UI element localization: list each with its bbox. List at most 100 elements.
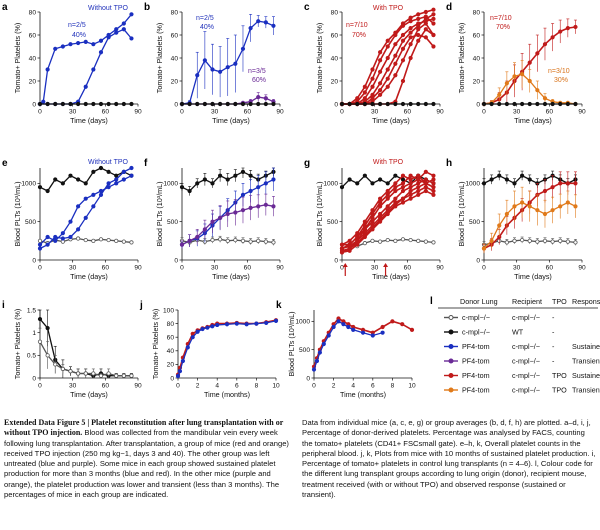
data-point	[314, 358, 320, 364]
data-point	[400, 322, 405, 327]
data-point	[202, 58, 207, 63]
panel-e: e 0 30 60 90 0 500 1000 Time (days) Blood PLTs (1…	[2, 158, 142, 281]
y-axis-label: Tomato+ Platelets (%)	[13, 23, 22, 94]
data-point	[121, 101, 126, 107]
data-point	[542, 101, 548, 107]
data-point	[400, 196, 406, 201]
data-point	[339, 242, 345, 247]
tpo-arrowhead	[342, 263, 348, 267]
legend-cell: -	[552, 313, 555, 322]
data-point	[106, 35, 111, 40]
data-point	[76, 371, 81, 376]
data-point	[423, 27, 428, 32]
data-point	[573, 101, 578, 107]
data-point	[380, 324, 385, 330]
data-point	[355, 234, 360, 240]
y-tick-label: 60	[473, 32, 481, 39]
y-tick-label: 0	[32, 375, 36, 382]
data-point	[385, 204, 390, 209]
annotation-d-n1: n=7/10	[490, 15, 512, 22]
y-tick-label: 1000	[21, 181, 36, 188]
data-point	[431, 101, 436, 107]
x-tick-label: 30	[211, 109, 219, 116]
data-point	[37, 316, 43, 322]
y-tick-label: 0	[174, 257, 178, 264]
data-point	[393, 202, 398, 207]
data-point	[370, 215, 375, 220]
data-point	[362, 96, 367, 101]
y-axis-label: Tomato+ Platelets (%)	[315, 23, 324, 94]
x-tick-label: 30	[371, 109, 379, 116]
data-point	[489, 238, 494, 243]
data-point	[527, 60, 532, 65]
data-point	[195, 73, 200, 78]
data-point	[416, 181, 421, 186]
data-point	[339, 248, 345, 253]
data-point	[45, 242, 50, 247]
y-axis-label: Blood PLTs (10³/mL)	[13, 182, 22, 247]
data-point	[263, 20, 268, 25]
panel-k: k 0 2 4 6 8 10 0 500 1000 Time (months) Blood PLTs …	[276, 300, 416, 399]
data-point	[83, 196, 88, 201]
y-tick-label: 0	[306, 375, 310, 382]
data-point	[512, 204, 517, 209]
data-point	[400, 101, 406, 107]
y-tick-label: 20	[171, 78, 179, 85]
data-point	[129, 36, 134, 41]
y-tick-label: 60	[29, 32, 37, 39]
data-point	[550, 185, 555, 190]
data-point	[45, 101, 50, 107]
data-point	[378, 239, 383, 244]
data-point	[225, 238, 230, 243]
y-tick-label: 0	[476, 257, 480, 264]
data-point	[263, 96, 268, 101]
data-point	[210, 101, 215, 107]
data-point	[550, 208, 555, 213]
data-point	[233, 210, 238, 215]
data-point	[408, 185, 413, 190]
data-point	[210, 67, 215, 72]
data-point	[339, 185, 345, 190]
x-tick-label: 60	[102, 383, 110, 390]
data-point	[263, 202, 268, 207]
data-point	[45, 67, 50, 72]
data-point	[114, 27, 119, 32]
data-point	[512, 74, 517, 79]
y-tick-label: 40	[167, 348, 175, 355]
annotation-c-pct: 70%	[352, 32, 366, 39]
data-point	[378, 177, 383, 182]
annotation-d-pct2: 30%	[554, 77, 568, 84]
legend-cell: WT	[512, 328, 524, 337]
data-point	[393, 53, 398, 58]
annotation-b-pct1: 40%	[200, 24, 214, 31]
data-point	[83, 101, 88, 107]
data-point	[423, 239, 428, 244]
data-point	[408, 30, 413, 35]
series-blue1	[37, 12, 134, 107]
y-tick-label: 1000	[295, 319, 310, 326]
data-point	[512, 101, 517, 107]
data-point	[121, 177, 126, 182]
legend-swatch-marker	[448, 373, 454, 378]
title-without-tpo-a: Without TPO	[88, 5, 128, 12]
data-point	[512, 181, 517, 186]
data-point	[210, 324, 215, 329]
data-point	[527, 204, 532, 209]
x-tick-label: 90	[436, 109, 444, 116]
data-point	[76, 40, 81, 46]
legend-cell: -	[552, 328, 555, 337]
data-point	[378, 92, 383, 97]
data-point	[393, 101, 398, 107]
y-tick-label: 1	[32, 330, 36, 337]
y-tick-label: 80	[473, 9, 481, 16]
data-point	[527, 177, 532, 182]
x-tick-label: 30	[513, 109, 521, 116]
data-point	[210, 181, 215, 186]
data-point	[263, 239, 268, 244]
legend-cell: Sustained	[572, 371, 600, 380]
data-point	[573, 24, 578, 30]
data-point	[416, 173, 421, 178]
data-point	[408, 196, 413, 201]
panel-i: i 0 30 60 90 0 0.5 1 1.5 Time (days) Tomato+ Plate…	[2, 300, 142, 399]
legend-cell: c-mpl−/−	[512, 357, 540, 366]
